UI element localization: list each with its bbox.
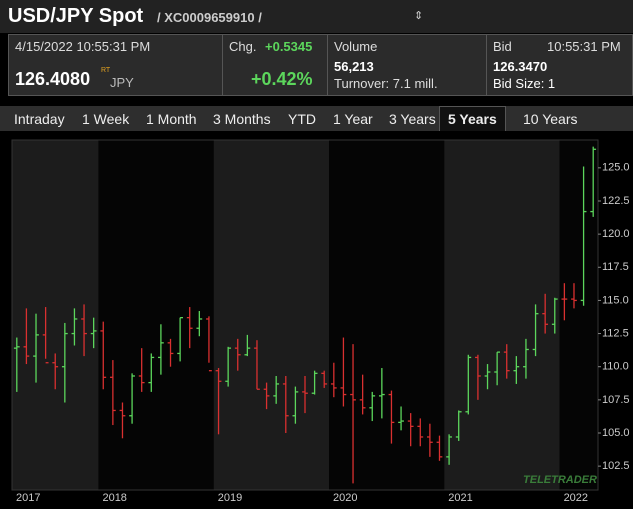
x-tick-label: 2019	[218, 492, 242, 504]
change-percent: +0.42%	[251, 69, 313, 89]
bid-panel: Bid 10:55:31 PM 126.3470 Bid Size: 1	[486, 34, 633, 96]
realtime-flag: RT	[101, 67, 111, 74]
range-tab[interactable]: 5 Years	[439, 106, 506, 131]
selector-icon[interactable]: ⇕	[414, 10, 424, 22]
period-band	[213, 140, 330, 490]
volume-panel: Volume 56,213 Turnover: 7.1 mill.	[327, 34, 487, 96]
change: +0.5345	[265, 39, 313, 54]
range-tab[interactable]: 1 Year	[333, 111, 373, 127]
plot-frame	[11, 139, 599, 491]
x-tick-label: 2020	[333, 492, 357, 504]
currency: JPY	[110, 75, 134, 90]
range-tab[interactable]: Intraday	[14, 111, 65, 127]
datetime: 4/15/2022 10:55:31 PM	[15, 39, 151, 54]
change-label: Chg.	[229, 39, 257, 54]
title-bar: USD/JPY Spot / XC0009659910 / ⇕	[0, 0, 633, 33]
range-tab[interactable]: 3 Years	[389, 111, 436, 127]
range-tab[interactable]: 3 Months	[213, 111, 271, 127]
period-band	[98, 140, 214, 490]
period-band	[559, 140, 598, 490]
y-tick-label: 122.5	[602, 195, 630, 207]
period-band	[329, 140, 445, 490]
y-tick-label: 107.5	[602, 394, 630, 406]
instrument-code: / XC0009659910 /	[157, 10, 262, 25]
range-tabs: Intraday 1 Week 1 Month 3 Months YTD 1 Year 3 …	[0, 106, 633, 131]
volume: 56,213	[334, 59, 374, 74]
bid-time: 10:55:31 PM	[547, 39, 621, 54]
bid-label: Bid	[493, 39, 512, 54]
price: 126.4080	[15, 69, 91, 89]
range-tab[interactable]: 1 Week	[82, 111, 130, 127]
y-tick-label: 110.0	[602, 361, 629, 373]
y-tick-label: 117.5	[602, 261, 629, 273]
bid-size: Bid Size: 1	[493, 76, 556, 91]
x-tick-label: 2018	[102, 492, 126, 504]
x-tick-label: 2017	[16, 492, 40, 504]
y-tick-label: 105.0	[602, 427, 630, 439]
bid: 126.3470	[493, 59, 548, 74]
y-tick-label: 115.0	[602, 294, 629, 306]
y-tick-label: 112.5	[602, 327, 629, 339]
chart: 2017 2018 2019 2020 2021 2022 102.5 105.0 107.5 1…	[11, 139, 630, 504]
range-tab[interactable]: 1 Month	[146, 111, 197, 127]
price-panel: 4/15/2022 10:55:31 PM 126.4080 RT JPY	[8, 34, 223, 96]
change-panel: Chg. +0.5345 +0.42%	[222, 34, 328, 96]
x-tick-label: 2021	[448, 492, 472, 504]
y-tick-label: 120.0	[602, 228, 630, 240]
range-tab[interactable]: 10 Years	[523, 111, 578, 127]
watermark: TELETRADER	[523, 474, 597, 486]
x-tick-label: 2022	[564, 492, 588, 504]
instrument-title: USD/JPY Spot	[8, 5, 144, 27]
y-tick-label: 102.5	[602, 460, 630, 472]
turnover: Turnover: 7.1 mill.	[334, 76, 438, 91]
period-band	[444, 140, 560, 490]
range-tab[interactable]: YTD	[288, 111, 316, 127]
volume-label: Volume	[334, 39, 378, 54]
y-tick-label: 125.0	[602, 162, 630, 174]
period-band	[12, 140, 99, 490]
